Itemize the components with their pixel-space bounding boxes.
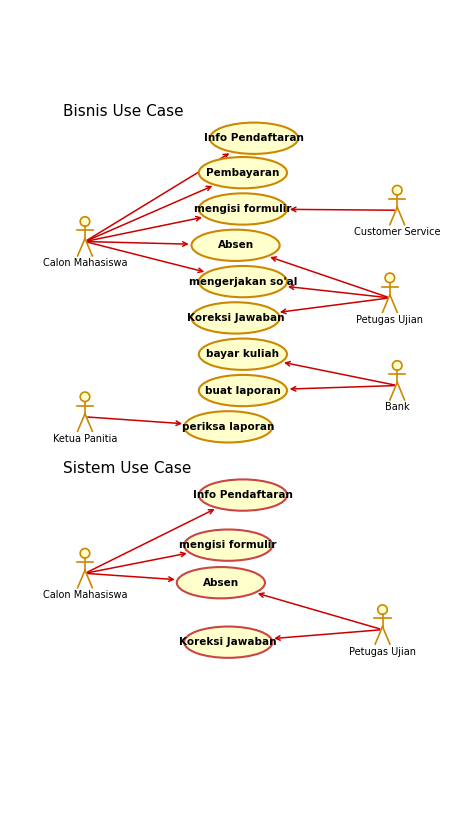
Ellipse shape (184, 529, 272, 561)
Text: bayar kuliah: bayar kuliah (206, 350, 280, 359)
Text: Info Pendaftaran: Info Pendaftaran (204, 133, 304, 143)
Ellipse shape (177, 567, 265, 598)
Ellipse shape (184, 411, 272, 442)
Ellipse shape (191, 302, 280, 333)
Text: Petugas Ujian: Petugas Ujian (356, 315, 423, 324)
Text: mengisi formulir: mengisi formulir (194, 204, 292, 214)
Ellipse shape (210, 123, 298, 154)
Ellipse shape (378, 605, 387, 615)
Text: Calon Mahasiswa: Calon Mahasiswa (43, 590, 127, 600)
Text: Absen: Absen (203, 578, 239, 588)
Ellipse shape (191, 229, 280, 261)
Ellipse shape (392, 185, 402, 195)
Text: buat laporan: buat laporan (205, 385, 281, 396)
Text: Sistem Use Case: Sistem Use Case (63, 461, 191, 476)
Text: Customer Service: Customer Service (354, 227, 440, 237)
Ellipse shape (385, 273, 395, 283)
Ellipse shape (199, 193, 287, 224)
Text: mengerjakan so'al: mengerjakan so'al (189, 276, 297, 287)
Ellipse shape (199, 480, 287, 511)
Text: Koreksi Jawaban: Koreksi Jawaban (180, 637, 277, 647)
Ellipse shape (80, 392, 90, 402)
Ellipse shape (199, 266, 287, 298)
Text: mengisi formulir: mengisi formulir (180, 540, 277, 550)
Ellipse shape (184, 627, 272, 658)
Ellipse shape (80, 217, 90, 226)
Text: Koreksi Jawaban: Koreksi Jawaban (187, 313, 284, 323)
Ellipse shape (199, 375, 287, 406)
Text: Ketua Panitia: Ketua Panitia (53, 433, 117, 444)
Text: Bisnis Use Case: Bisnis Use Case (63, 104, 183, 119)
Text: Calon Mahasiswa: Calon Mahasiswa (43, 259, 127, 268)
Ellipse shape (80, 549, 90, 558)
Text: Petugas Ujian: Petugas Ujian (349, 646, 416, 657)
Ellipse shape (392, 361, 402, 370)
Ellipse shape (199, 157, 287, 189)
Text: periksa laporan: periksa laporan (182, 422, 274, 432)
Text: Pembayaran: Pembayaran (206, 167, 280, 178)
Ellipse shape (199, 338, 287, 370)
Text: Info Pendaftaran: Info Pendaftaran (193, 490, 293, 500)
Text: Bank: Bank (385, 402, 410, 412)
Text: Absen: Absen (218, 241, 254, 250)
